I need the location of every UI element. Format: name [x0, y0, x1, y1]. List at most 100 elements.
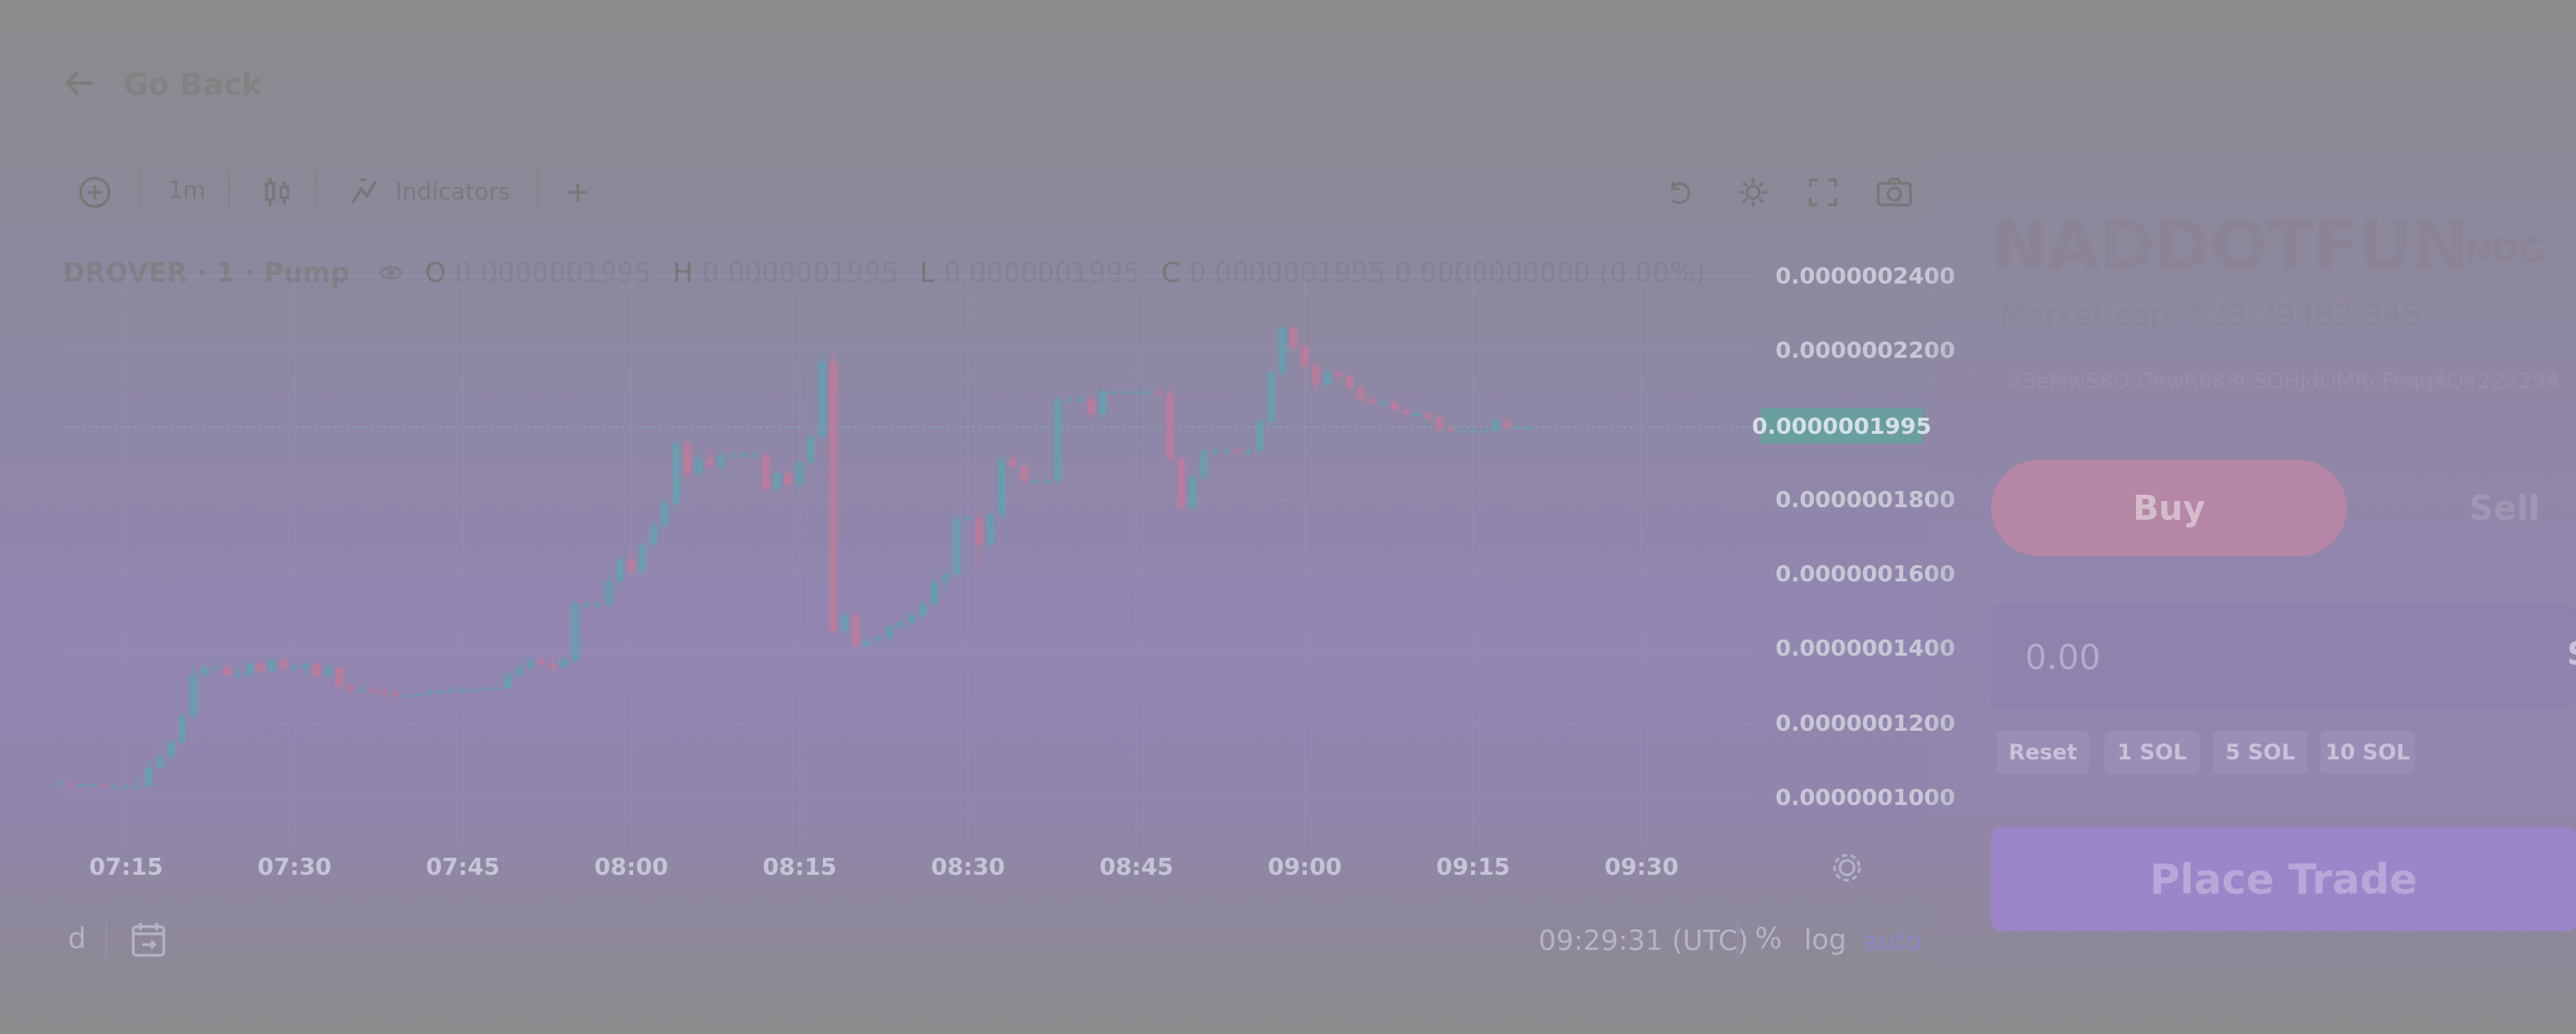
candle	[324, 663, 333, 679]
screenshot-button[interactable]	[1875, 174, 1914, 210]
candle-body	[358, 690, 367, 692]
candle-body	[784, 473, 792, 485]
candle	[391, 690, 400, 701]
candle	[65, 783, 74, 787]
candle	[504, 671, 513, 691]
percent-scale-toggle[interactable]: %	[1755, 921, 1783, 955]
fullscreen-button[interactable]	[1805, 174, 1841, 210]
candle	[1289, 324, 1298, 351]
time-tick-label: 09:15	[1436, 854, 1511, 881]
candle	[1503, 417, 1512, 429]
buy-tab-button[interactable]: Buy	[1991, 460, 2347, 556]
candle-body	[234, 674, 242, 677]
amount-unit: S	[2567, 636, 2576, 673]
candle	[571, 600, 580, 664]
candle	[660, 499, 669, 530]
go-back-link[interactable]: Go Back	[63, 63, 262, 107]
candle	[245, 659, 254, 679]
candle	[413, 693, 422, 698]
candle-body	[1289, 327, 1298, 347]
settings-button[interactable]	[1735, 174, 1771, 210]
candle-body	[470, 690, 479, 692]
candle-body	[1165, 393, 1174, 459]
candle	[1087, 394, 1096, 418]
candle-body	[941, 573, 950, 582]
auto-scale-toggle[interactable]: auto	[1863, 926, 1922, 956]
candle-body	[369, 690, 377, 692]
amount-field: S	[1991, 604, 2576, 709]
symbol-name[interactable]: DROVER · 1 · Pump	[63, 257, 351, 289]
candle	[1345, 372, 1354, 392]
undo-button[interactable]	[1664, 174, 1696, 210]
candle	[1244, 447, 1253, 455]
candle	[189, 667, 198, 720]
candle	[1188, 473, 1197, 512]
candle	[605, 573, 614, 608]
candle	[885, 623, 894, 641]
candle	[290, 663, 299, 672]
candle-body	[537, 659, 546, 664]
candle-body	[1278, 327, 1287, 373]
candle-body	[267, 659, 276, 672]
candle	[1155, 387, 1164, 395]
arrow-left-icon	[63, 70, 93, 100]
candle	[436, 690, 445, 694]
candle	[1008, 454, 1017, 470]
candle-body	[1491, 421, 1500, 431]
indicators-button[interactable]: Indicators	[347, 174, 510, 210]
log-scale-toggle[interactable]: log	[1804, 924, 1847, 956]
candle-body	[660, 503, 669, 526]
utc-clock[interactable]: 09:29:31 (UTC)	[1538, 925, 1749, 957]
close-value: 0.0000001995	[1189, 257, 1385, 289]
candle-body	[1435, 417, 1444, 429]
chart-type-button[interactable]	[261, 174, 293, 210]
reset-amount-button[interactable]: Reset	[1996, 731, 2089, 774]
candle-body	[55, 783, 64, 785]
candlestick-chart[interactable]	[0, 233, 1771, 859]
candle	[1357, 384, 1365, 403]
camera-icon	[1877, 177, 1912, 207]
quick-1-sol-button[interactable]: 1 SOL	[2105, 731, 2199, 774]
candle-body	[829, 361, 838, 631]
candle-body	[1446, 428, 1455, 431]
close-label: C	[1161, 257, 1181, 289]
candle-body	[1525, 427, 1534, 429]
scale-settings-button[interactable]	[1829, 850, 1865, 889]
candle	[963, 514, 972, 522]
candle-body	[593, 604, 602, 606]
candle-body	[548, 663, 557, 668]
sell-tab-button[interactable]: Sell	[2469, 488, 2540, 528]
candle	[1311, 361, 1320, 392]
candle-body	[504, 674, 513, 689]
high-value: 0.0000001995	[701, 257, 899, 289]
candle	[908, 611, 916, 627]
candle-body	[279, 659, 288, 668]
candle	[267, 656, 276, 675]
candle	[346, 682, 355, 694]
interval-button[interactable]: 1m	[168, 177, 206, 204]
candle-body	[1301, 346, 1309, 366]
alert-button[interactable]	[562, 174, 594, 210]
toolbar-divider	[315, 170, 317, 208]
goto-date-button[interactable]	[130, 920, 167, 962]
token-ticker: NDG	[2465, 233, 2546, 269]
candle-body	[1143, 391, 1152, 394]
quick-5-sol-button[interactable]: 5 SOL	[2213, 731, 2308, 774]
candle-body	[1379, 403, 1388, 405]
candle	[223, 663, 232, 679]
candle-body	[380, 691, 389, 694]
contract-address[interactable]: 23eMwS8O5TewR6886SOHjdOMRcFeqq4Q4222294	[2009, 369, 2560, 394]
candle-body	[1121, 391, 1130, 394]
amount-input[interactable]	[2023, 632, 2474, 682]
fullscreen-icon	[1809, 178, 1837, 207]
place-trade-button[interactable]: Place Trade	[1991, 827, 2576, 931]
candle-body	[840, 614, 849, 631]
range-fragment[interactable]: d	[68, 921, 87, 955]
candle-body	[402, 695, 411, 698]
add-symbol-button[interactable]	[77, 174, 113, 210]
eye-icon[interactable]	[378, 258, 403, 289]
quick-10-sol-button[interactable]: 10 SOL	[2320, 731, 2415, 774]
candle	[1457, 428, 1466, 433]
candle	[402, 693, 411, 698]
candle-body	[963, 518, 972, 521]
